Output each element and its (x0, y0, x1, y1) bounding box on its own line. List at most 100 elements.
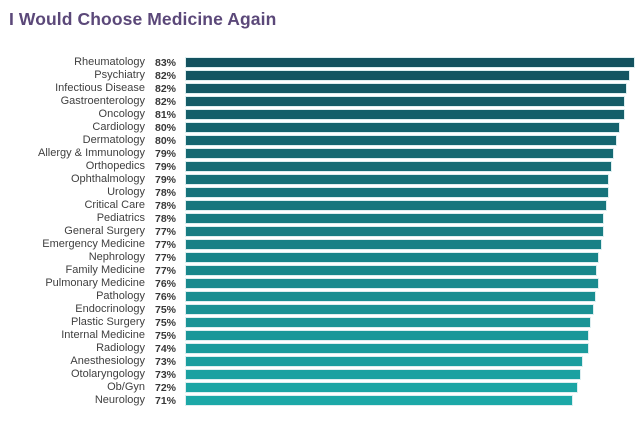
category-label: Urology (107, 186, 145, 198)
category-label: Gastroenterology (60, 95, 145, 107)
category-label: Ob/Gyn (107, 381, 145, 393)
category-label: Ophthalmology (71, 173, 145, 185)
category-label: Plastic Surgery (71, 316, 145, 328)
category-label: Rheumatology (74, 56, 145, 68)
value-label: 79% (154, 160, 176, 173)
value-label: 77% (154, 225, 176, 238)
chart-row: Pathology 76% (0, 290, 640, 303)
category-label: Emergency Medicine (42, 238, 145, 250)
chart-row: Nephrology 77% (0, 251, 640, 264)
chart-row: Neurology 71% (0, 394, 640, 407)
bar (185, 56, 636, 69)
chart-row: Otolaryngology 73% (0, 368, 640, 381)
value-label: 75% (154, 329, 176, 342)
value-label: 74% (154, 342, 176, 355)
chart-row: Endocrinology 75% (0, 303, 640, 316)
chart-row: Gastroenterology 82% (0, 95, 640, 108)
category-label: Pediatrics (96, 212, 145, 224)
bar (185, 238, 602, 251)
chart-row: Emergency Medicine 77% (0, 238, 640, 251)
category-label: Cardiology (92, 121, 145, 133)
bar (185, 277, 599, 290)
chart-row: Ob/Gyn 72% (0, 381, 640, 394)
chart-row: Ophthalmology 79% (0, 173, 640, 186)
bar (185, 108, 625, 121)
category-label: General Surgery (64, 225, 145, 237)
chart-row: Allergy & Immunology 79% (0, 147, 640, 160)
category-label: Infectious Disease (55, 82, 145, 94)
value-label: 80% (154, 134, 176, 147)
category-label: Family Medicine (65, 264, 145, 276)
chart-row: Anesthesiology 73% (0, 355, 640, 368)
bar (185, 82, 628, 95)
bar (185, 316, 592, 329)
value-label: 82% (154, 95, 176, 108)
value-label: 77% (154, 238, 176, 251)
bar (185, 342, 589, 355)
value-label: 81% (154, 108, 176, 121)
value-label: 80% (154, 121, 176, 134)
bar (185, 199, 607, 212)
value-label: 76% (154, 290, 176, 303)
chart-row: Radiology 74% (0, 342, 640, 355)
category-label: Orthopedics (85, 160, 145, 172)
bar (185, 173, 610, 186)
bar (185, 290, 597, 303)
bar (185, 368, 581, 381)
chart-row: Critical Care 78% (0, 199, 640, 212)
category-label: Anesthesiology (70, 355, 145, 367)
chart-row: Oncology 81% (0, 108, 640, 121)
bar (185, 147, 615, 160)
chart-row: Orthopedics 79% (0, 160, 640, 173)
category-label: Psychiatry (94, 69, 145, 81)
bar (185, 212, 605, 225)
category-label: Otolaryngology (71, 368, 145, 380)
category-label: Allergy & Immunology (38, 147, 145, 159)
bar (185, 381, 579, 394)
chart-row: Urology 78% (0, 186, 640, 199)
value-label: 75% (154, 316, 176, 329)
category-label: Nephrology (88, 251, 145, 263)
bar (185, 69, 630, 82)
category-label: Neurology (94, 394, 145, 406)
value-label: 77% (154, 264, 176, 277)
category-label: Internal Medicine (61, 329, 145, 341)
category-label: Endocrinology (75, 303, 145, 315)
bar (185, 329, 589, 342)
chart-row: Rheumatology 83% (0, 56, 640, 69)
chart-title: I Would Choose Medicine Again (9, 9, 277, 29)
bar (185, 251, 600, 264)
chart-row: Pulmonary Medicine 76% (0, 277, 640, 290)
value-label: 73% (154, 355, 176, 368)
category-label: Oncology (98, 108, 145, 120)
value-label: 79% (154, 173, 176, 186)
value-label: 82% (154, 69, 176, 82)
value-label: 75% (154, 303, 176, 316)
bar (185, 225, 605, 238)
chart-row: Plastic Surgery 75% (0, 316, 640, 329)
value-label: 82% (154, 82, 176, 95)
category-label: Critical Care (84, 199, 145, 211)
category-label: Pulmonary Medicine (45, 277, 145, 289)
value-label: 72% (154, 381, 176, 394)
bar (185, 355, 584, 368)
chart-row: Family Medicine 77% (0, 264, 640, 277)
chart-row: Internal Medicine 75% (0, 329, 640, 342)
value-label: 71% (154, 394, 176, 407)
chart-row: Psychiatry 82% (0, 69, 640, 82)
value-label: 77% (154, 251, 176, 264)
bar (185, 160, 612, 173)
bar (185, 186, 610, 199)
bar (185, 303, 594, 316)
bar (185, 394, 574, 407)
value-label: 76% (154, 277, 176, 290)
category-label: Radiology (96, 342, 145, 354)
chart-row: General Surgery 77% (0, 225, 640, 238)
category-label: Pathology (96, 290, 145, 302)
value-label: 78% (154, 199, 176, 212)
value-label: 78% (154, 212, 176, 225)
value-label: 83% (154, 56, 176, 69)
bar (185, 121, 620, 134)
chart-row: Cardiology 80% (0, 121, 640, 134)
